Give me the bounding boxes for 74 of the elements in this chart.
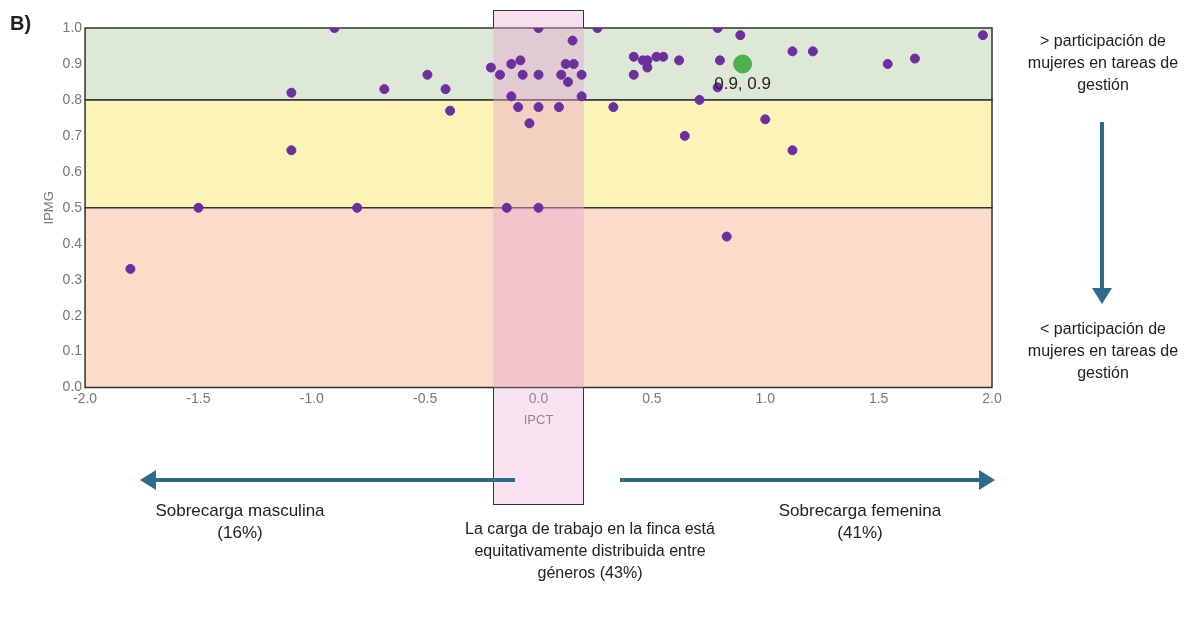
point — [485, 62, 496, 73]
y-tick-label: 0.8 — [62, 90, 83, 107]
x-tick-label: -1.0 — [299, 389, 325, 406]
point — [125, 263, 136, 274]
x-tick-label: 1.5 — [868, 389, 889, 406]
text: B) — [10, 12, 33, 34]
point — [286, 145, 297, 156]
point — [379, 84, 390, 95]
y-tick-label: 0.2 — [62, 306, 83, 323]
point — [563, 76, 574, 87]
x-tick-label: -1.5 — [186, 389, 211, 406]
point — [506, 91, 517, 102]
point — [807, 46, 818, 57]
point — [721, 231, 732, 242]
point — [679, 130, 690, 141]
point — [193, 202, 204, 213]
point — [422, 69, 433, 80]
y-tick-label: 1.0 — [62, 18, 83, 35]
point — [506, 58, 517, 69]
point — [576, 91, 587, 102]
point — [576, 69, 587, 80]
point — [533, 69, 544, 80]
point — [556, 69, 567, 80]
x-tick-label: 0.5 — [642, 389, 662, 406]
x-axis-title: IPCT — [523, 411, 554, 427]
point — [628, 69, 639, 80]
point — [760, 114, 771, 125]
point — [286, 87, 297, 98]
point — [494, 69, 505, 80]
point — [733, 54, 753, 74]
text: La carga de trabajo en la finca está equitativamente distribuida entre géneros (43%) — [465, 519, 715, 583]
x-tick-label: 2.0 — [982, 389, 1002, 406]
y-tick-label: 0.9 — [62, 54, 83, 71]
point — [515, 55, 526, 66]
point — [977, 30, 988, 41]
y-axis-title: IPMG — [41, 191, 57, 225]
point — [787, 46, 798, 57]
point — [608, 102, 619, 113]
y-tick-label: 0.1 — [62, 342, 83, 359]
point — [533, 102, 544, 113]
point — [560, 58, 571, 69]
point — [517, 69, 528, 80]
y-tick-label: 0.7 — [62, 126, 83, 143]
point — [440, 84, 451, 95]
y-tick-label: 0.4 — [62, 234, 83, 251]
point — [568, 58, 579, 69]
text: Sobrecarga femenina (41%) — [777, 500, 943, 544]
x-tick-label: -0.5 — [413, 389, 438, 406]
x-tick-label: 0.0 — [528, 389, 549, 406]
text: > participación de mujeres en tareas de gestión — [1026, 31, 1180, 95]
point — [714, 55, 725, 66]
y-tick-label: 0.6 — [62, 162, 83, 179]
text: < participación de mujeres en tareas de gestión — [1026, 319, 1180, 383]
point — [553, 102, 564, 113]
point — [445, 105, 456, 116]
point — [567, 35, 578, 46]
point — [658, 51, 669, 62]
point — [524, 118, 535, 129]
point — [352, 202, 363, 213]
point — [735, 30, 746, 41]
annotation: 0.9, 0.9 — [714, 74, 771, 94]
point — [513, 102, 524, 113]
text: Sobrecarga masculina (16%) — [154, 500, 326, 544]
point — [628, 51, 639, 62]
point — [674, 55, 685, 66]
point — [694, 94, 705, 105]
y-tick-label: 0.5 — [62, 198, 83, 215]
point — [787, 145, 798, 156]
point — [909, 53, 920, 64]
x-tick-label: 1.0 — [755, 389, 776, 406]
point — [533, 202, 544, 213]
point — [501, 202, 512, 213]
y-tick-label: 0.3 — [62, 270, 83, 287]
point — [882, 58, 893, 69]
